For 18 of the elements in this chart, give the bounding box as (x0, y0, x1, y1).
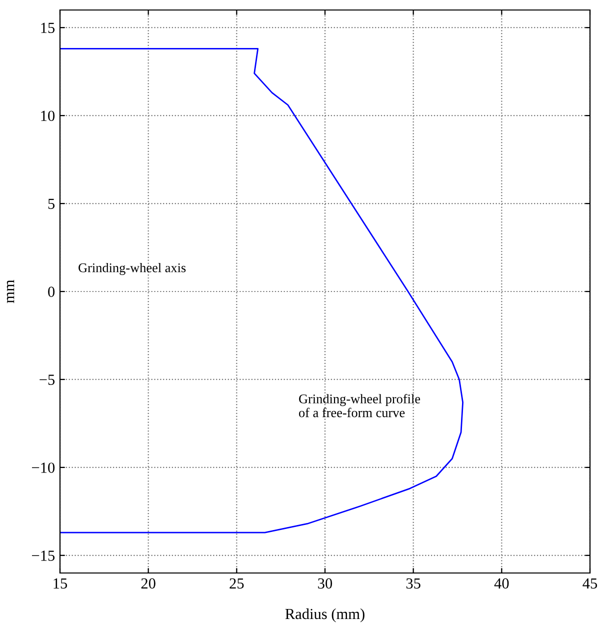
y-axis-title: mm (6, 280, 14, 304)
x-tick-label: 40 (494, 578, 509, 589)
x-tick-label: 35 (406, 578, 420, 589)
y-tick-label: 15 (41, 22, 55, 34)
line-series (60, 48, 464, 534)
y-tick-label: 0 (48, 286, 55, 297)
y-tick-label: −5 (40, 374, 55, 385)
annotation: Grinding-wheel profile of a free-form curve (299, 394, 420, 418)
x-axis-title: Radius (mm) (285, 608, 364, 622)
x-tick-label: 30 (318, 578, 332, 589)
annotation: Grinding-wheel axis (78, 262, 186, 275)
x-tick-label: 45 (582, 578, 598, 589)
y-tick-label: −10 (32, 462, 55, 473)
y-tick-label: 10 (41, 110, 55, 122)
y-tick-label: −15 (32, 550, 55, 561)
x-tick-label: 25 (230, 578, 244, 589)
y-tick-label: 5 (48, 198, 55, 209)
x-tick-label: 20 (141, 578, 156, 589)
